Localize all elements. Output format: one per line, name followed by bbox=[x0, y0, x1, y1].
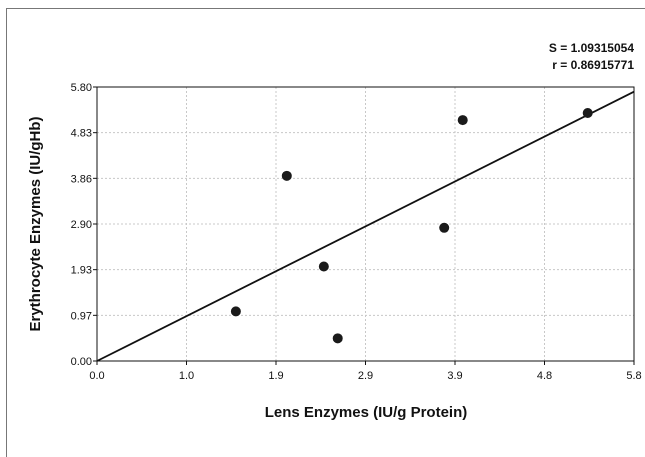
x-tick-label: 2.9 bbox=[358, 370, 373, 382]
y-tick-label: 0.97 bbox=[71, 310, 92, 322]
regression-line bbox=[96, 90, 635, 362]
x-tick-label: 1.9 bbox=[268, 370, 283, 382]
y-tick-label: 2.90 bbox=[71, 219, 92, 231]
x-tick-label: 0.0 bbox=[89, 370, 104, 382]
data-points bbox=[230, 107, 593, 344]
x-tick-label: 1.0 bbox=[179, 370, 194, 382]
y-axis-title: Erythrocyte Enzymes (IU/gHb) bbox=[27, 116, 44, 331]
data-point bbox=[281, 170, 292, 181]
data-point bbox=[457, 115, 468, 126]
data-point bbox=[439, 222, 450, 233]
x-axis-title: Lens Enzymes (IU/g Protein) bbox=[265, 404, 468, 421]
data-point bbox=[582, 107, 593, 118]
x-tick-label: 3.9 bbox=[447, 370, 462, 382]
r-statistic-label: r = 0.86915771 bbox=[552, 58, 634, 72]
y-tick-label: 4.83 bbox=[71, 128, 92, 140]
y-tick-label: 5.80 bbox=[71, 82, 92, 94]
data-point bbox=[230, 306, 241, 317]
grid-lines bbox=[97, 87, 634, 361]
chart-frame bbox=[6, 8, 645, 457]
s-statistic-label: S = 1.09315054 bbox=[549, 41, 634, 55]
data-point bbox=[318, 261, 329, 272]
x-axis-ticks: 0.0 1.0 1.9 2.9 3.9 4.8 5.8 bbox=[89, 361, 642, 382]
x-tick-label: 4.8 bbox=[537, 370, 552, 382]
y-axis-ticks: 0.00 0.97 1.93 2.90 3.86 4.83 5.80 bbox=[71, 82, 97, 368]
y-tick-label: 1.93 bbox=[71, 265, 92, 277]
y-tick-label: 0.00 bbox=[71, 356, 92, 368]
x-tick-label: 5.8 bbox=[626, 370, 641, 382]
y-tick-label: 3.86 bbox=[71, 173, 92, 185]
data-point bbox=[332, 333, 343, 344]
